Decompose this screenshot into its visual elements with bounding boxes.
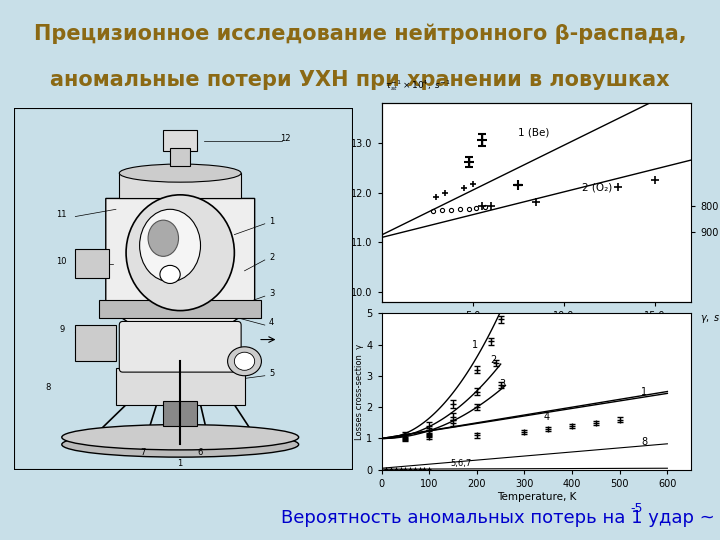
Text: 12: 12 [280,133,290,143]
Text: 5,6,7: 5,6,7 [451,458,472,468]
Text: -5: -5 [631,502,643,515]
Ellipse shape [126,195,235,310]
Text: 1: 1 [269,217,274,226]
Text: 1: 1 [178,459,183,468]
Ellipse shape [148,220,179,256]
Text: Прецизионное исследование нейтронного β-распада,: Прецизионное исследование нейтронного β-… [34,24,686,44]
Ellipse shape [140,210,201,282]
Text: 1: 1 [472,340,478,350]
Text: аномальные потери УХН при хранении в ловушках: аномальные потери УХН при хранении в лов… [50,70,670,90]
Text: $\gamma,\ s^{-1}$: $\gamma,\ s^{-1}$ [701,310,720,326]
Text: 1: 1 [642,387,647,397]
Bar [163,130,197,151]
Bar [99,300,261,318]
Ellipse shape [62,424,299,450]
Y-axis label: Losses cross-section  γ: Losses cross-section γ [354,343,364,440]
Text: 6: 6 [198,448,203,457]
Text: 2 (O₂): 2 (O₂) [582,182,612,192]
Text: 3: 3 [269,289,274,298]
FancyBboxPatch shape [120,321,241,372]
Text: 9: 9 [59,325,64,334]
Text: 3: 3 [500,379,506,389]
Ellipse shape [62,432,299,457]
Bar [76,249,109,278]
Text: $\tau_{st}^{-1}\times 10^4,\ s^{-1}$: $\tau_{st}^{-1}\times 10^4,\ s^{-1}$ [385,78,451,93]
Text: Вероятность аномальных потерь на 1 удар ~ 10: Вероятность аномальных потерь на 1 удар … [281,509,720,528]
Polygon shape [106,198,255,354]
Bar [116,368,245,404]
Text: 8: 8 [642,437,647,447]
Ellipse shape [228,347,261,376]
Text: 10: 10 [57,256,67,266]
Ellipse shape [160,265,180,284]
Ellipse shape [120,164,241,182]
Bar [170,148,190,166]
X-axis label: Temperature, K: Temperature, K [497,491,576,502]
Text: 11: 11 [57,210,67,219]
Bar [76,325,116,361]
Bar [120,173,241,198]
Text: 2: 2 [490,355,497,366]
Text: 8: 8 [45,383,51,392]
Text: 7: 7 [140,448,145,457]
Text: 5: 5 [269,369,274,378]
Text: 4: 4 [269,318,274,327]
Ellipse shape [235,352,255,370]
Bar [163,401,197,427]
Text: 2: 2 [269,253,274,262]
Text: 1 (Be): 1 (Be) [518,127,549,137]
Text: 4: 4 [544,411,549,422]
